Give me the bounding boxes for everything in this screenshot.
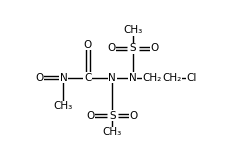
Text: O: O (35, 73, 43, 83)
Text: N: N (129, 73, 137, 83)
Text: S: S (109, 111, 116, 121)
Text: CH₃: CH₃ (103, 127, 122, 137)
Text: CH₂: CH₂ (162, 73, 182, 83)
Text: CH₂: CH₂ (142, 73, 161, 83)
Text: CH₃: CH₃ (123, 25, 143, 35)
Text: CH₃: CH₃ (54, 101, 73, 111)
Text: O: O (107, 43, 115, 53)
Text: O: O (84, 40, 92, 50)
Text: N: N (60, 73, 67, 83)
Text: O: O (151, 43, 159, 53)
Text: N: N (108, 73, 116, 83)
Text: Cl: Cl (186, 73, 197, 83)
Text: C: C (84, 73, 92, 83)
Text: S: S (130, 43, 136, 53)
Text: O: O (86, 111, 95, 121)
Text: O: O (130, 111, 138, 121)
